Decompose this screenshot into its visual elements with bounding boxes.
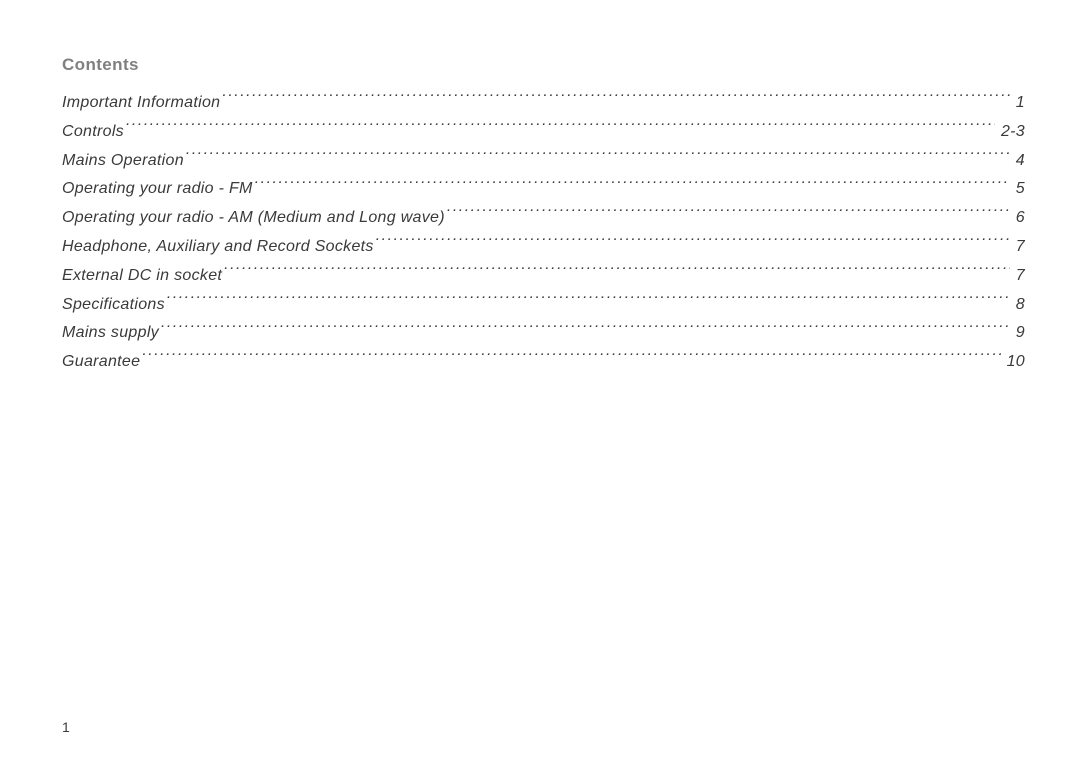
toc-entry-title: Operating your radio - FM [62, 175, 253, 204]
toc-entry-title: Controls [62, 118, 124, 147]
toc-leader-dots [126, 120, 995, 136]
toc-entry-title: Mains Operation [62, 147, 184, 176]
toc-leader-dots [142, 350, 1000, 366]
toc-entry-title: External DC in socket [62, 262, 222, 291]
toc-entry: Guarantee 10 [62, 348, 1025, 377]
toc-entry-page: 9 [1012, 319, 1025, 348]
page-number: 1 [62, 719, 70, 735]
document-page: Contents Important Information 1 Control… [0, 0, 1080, 761]
toc-entry: Operating your radio - FM 5 [62, 175, 1025, 204]
toc-leader-dots [161, 321, 1010, 337]
toc-leader-dots [447, 206, 1010, 222]
toc-entry: Specifications 8 [62, 291, 1025, 320]
toc-entry-page: 1 [1012, 89, 1025, 118]
toc-leader-dots [186, 149, 1010, 165]
toc-entry-page: 5 [1012, 175, 1025, 204]
toc-entry-page: 10 [1003, 348, 1025, 377]
toc-entry-page: 7 [1012, 262, 1025, 291]
toc-entry-page: 7 [1012, 233, 1025, 262]
toc-entry-title: Guarantee [62, 348, 140, 377]
toc-entry-title: Mains supply [62, 319, 159, 348]
toc-entry: Important Information 1 [62, 89, 1025, 118]
toc-entry-page: 8 [1012, 291, 1025, 320]
toc-entry-title: Important Information [62, 89, 220, 118]
toc-leader-dots [255, 177, 1010, 193]
toc-entry: Controls 2-3 [62, 118, 1025, 147]
toc-leader-dots [376, 235, 1010, 251]
toc-entry-page: 4 [1012, 147, 1025, 176]
contents-heading: Contents [62, 55, 1025, 75]
toc-entry: Operating your radio - AM (Medium and Lo… [62, 204, 1025, 233]
toc-entry: External DC in socket 7 [62, 262, 1025, 291]
toc-entry-page: 2-3 [997, 118, 1025, 147]
table-of-contents: Important Information 1 Controls 2-3 Mai… [62, 89, 1025, 377]
toc-entry: Mains Operation 4 [62, 147, 1025, 176]
toc-entry-page: 6 [1012, 204, 1025, 233]
toc-entry-title: Headphone, Auxiliary and Record Sockets [62, 233, 374, 262]
toc-entry-title: Specifications [62, 291, 165, 320]
toc-leader-dots [224, 264, 1010, 280]
toc-entry: Mains supply 9 [62, 319, 1025, 348]
toc-leader-dots [222, 91, 1009, 107]
toc-entry-title: Operating your radio - AM (Medium and Lo… [62, 204, 445, 233]
toc-entry: Headphone, Auxiliary and Record Sockets … [62, 233, 1025, 262]
toc-leader-dots [167, 293, 1010, 309]
